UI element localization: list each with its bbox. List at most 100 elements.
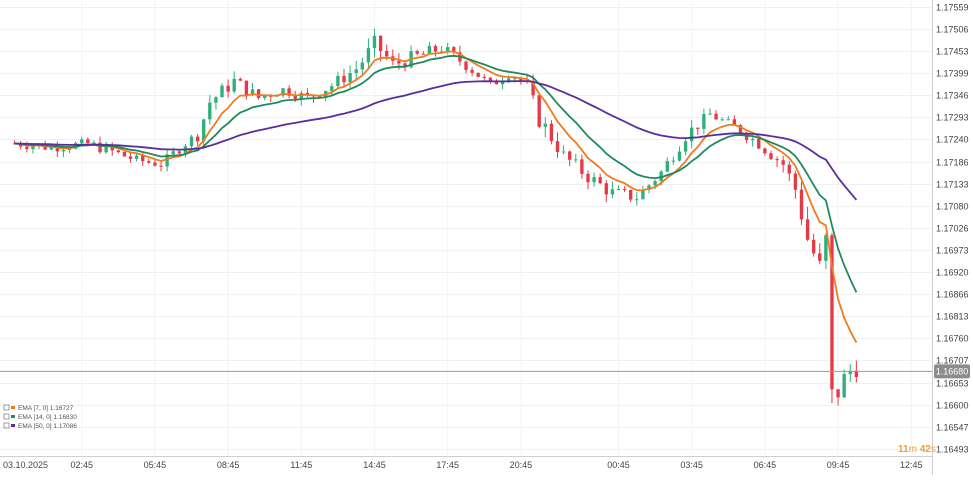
candle-body: [421, 53, 425, 55]
candle-body: [677, 151, 682, 161]
candle-body: [665, 161, 669, 172]
candle-body: [683, 141, 688, 152]
candle-body: [561, 151, 566, 153]
candle-body: [214, 97, 218, 103]
gridlines: [0, 0, 932, 456]
y-tick-label: 1.17506: [936, 25, 969, 35]
x-tick-label: 12:45: [900, 460, 923, 470]
candle-body: [226, 85, 230, 92]
candle-body: [403, 63, 407, 68]
candle-body: [147, 161, 151, 163]
y-tick-label: 1.17293: [936, 113, 969, 123]
candle-body: [500, 81, 505, 85]
candle-body: [549, 123, 554, 142]
candle-body: [153, 162, 157, 166]
candle-body: [568, 151, 572, 160]
candle-body: [635, 199, 639, 201]
candle-body: [122, 151, 127, 157]
candle-body: [714, 113, 718, 120]
candle-body: [348, 72, 352, 83]
candle-body: [592, 177, 596, 183]
countdown-timer: 11m 42s: [898, 444, 936, 455]
ema-14-line: [14, 54, 858, 293]
candle-body: [464, 61, 468, 70]
y-tick-label: 1.17080: [936, 202, 969, 212]
candle-body: [342, 75, 346, 83]
candle-body: [244, 80, 249, 96]
candle-body: [824, 235, 828, 261]
candle-body: [811, 239, 816, 254]
candle-body: [787, 164, 791, 174]
candle-body: [415, 51, 419, 54]
candle-body: [385, 50, 389, 57]
x-tick-label: 08:45: [217, 460, 240, 470]
candle-body: [171, 151, 175, 155]
legend-swatch: [11, 415, 15, 418]
candle-body: [781, 160, 785, 165]
candle-body: [690, 127, 694, 142]
candle-body: [476, 72, 480, 77]
legend-icon: [3, 413, 10, 420]
candle-body: [482, 76, 486, 78]
candle-body: [848, 370, 852, 375]
candle-body: [452, 47, 456, 53]
candle-body: [610, 189, 615, 195]
candle-body: [195, 136, 200, 142]
candle-body: [513, 78, 517, 80]
legend-label: EMA [14, 0] 1.16830: [18, 414, 77, 421]
y-tick-label: 1.17399: [936, 69, 969, 79]
ema-50-line: [14, 80, 858, 201]
candle-body: [799, 189, 804, 220]
ema-lines: [14, 50, 858, 344]
legend-label: EMA [7, 0] 1.16727: [18, 405, 74, 412]
candle-body: [622, 189, 627, 191]
candle-body: [439, 51, 444, 53]
candle-body: [92, 142, 96, 144]
candle-body: [177, 151, 182, 154]
candle-body: [726, 119, 730, 121]
candle-body: [507, 78, 511, 82]
x-tick-label: 09:45: [827, 460, 850, 470]
candle-body: [519, 78, 523, 82]
candle-body: [299, 92, 303, 100]
candle-body: [744, 133, 749, 141]
candle-body: [537, 95, 541, 127]
candle-body: [165, 154, 169, 167]
x-tick-label: 11:45: [290, 460, 312, 470]
current-price-label: 1.16680: [936, 366, 969, 376]
candle-body: [702, 114, 706, 129]
current-price-tag: 1.16680: [934, 364, 970, 379]
candle-body: [757, 138, 761, 149]
candle-body: [836, 389, 840, 398]
candle-body: [696, 127, 700, 129]
candle-body: [25, 146, 29, 150]
x-tick-label: 00:45: [607, 460, 630, 470]
candle-body: [250, 89, 255, 96]
candle-body: [750, 138, 755, 141]
candle-body: [86, 139, 90, 143]
candle-body: [49, 146, 53, 150]
candle-body: [31, 146, 35, 150]
y-axis: 1.17559 1.17506 1.17453 1.17399 1.17346 1.172…: [936, 3, 969, 455]
candle-body: [372, 35, 377, 49]
candle-body: [55, 146, 60, 152]
y-tick-label: 1.16866: [936, 290, 969, 300]
y-tick-label: 1.16653: [936, 379, 969, 389]
y-tick-label: 1.16920: [936, 268, 969, 278]
candle-body: [446, 47, 450, 52]
candle-body: [805, 219, 810, 240]
candle-body: [641, 189, 645, 200]
candle-body: [141, 155, 145, 162]
candle-body: [104, 145, 108, 153]
x-tick-label: 06:45: [754, 460, 777, 470]
candle-body: [263, 95, 267, 98]
candle-body: [293, 95, 297, 100]
candle-body: [470, 69, 474, 73]
x-tick-label: 03.10.2025: [3, 460, 48, 470]
candle-body: [98, 142, 102, 153]
candle-body: [616, 189, 621, 191]
y-tick-label: 1.17453: [936, 47, 969, 57]
indicator-legend: EMA [7, 0] 1.16727 EMA [14, 0] 1.16830 EMA…: [3, 404, 77, 430]
